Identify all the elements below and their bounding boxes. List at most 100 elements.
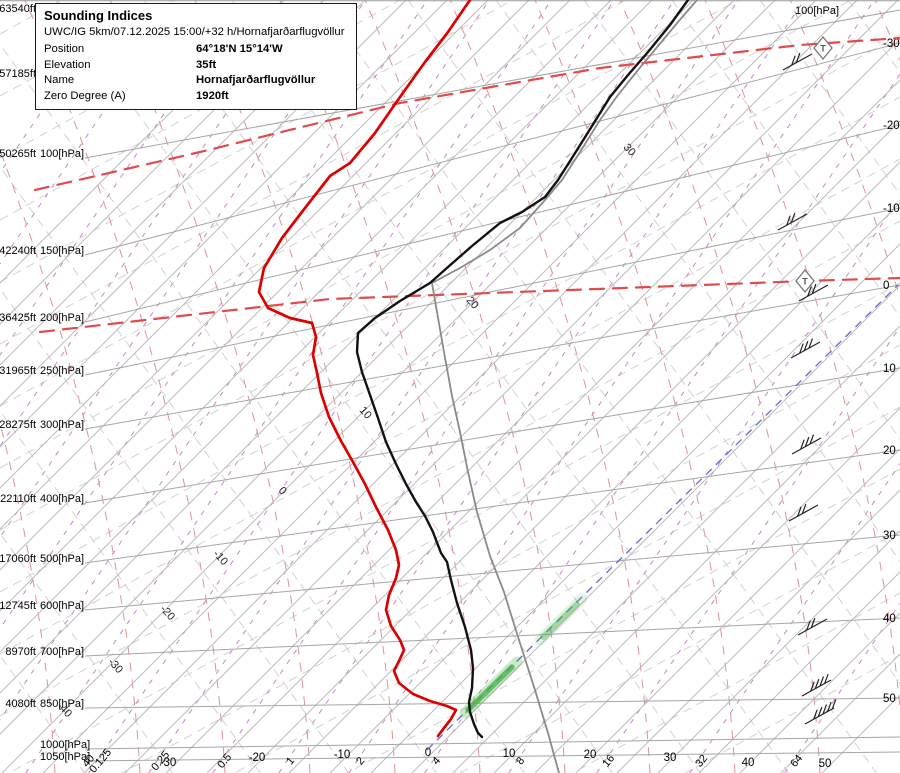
secondary-adiabat-line (0, 96, 900, 593)
moist-adiabat-line (789, 0, 900, 300)
isotherm-line (165, 38, 900, 773)
secondary-adiabat-line (0, 0, 740, 407)
moist-adiabat-line (194, 0, 396, 773)
mixing-ratio-label: 32 (693, 753, 710, 770)
isotherm-line (288, 161, 900, 773)
altitude-label: 17060ft (0, 553, 36, 565)
temperature-label-right: 0 (883, 280, 889, 292)
secondary-adiabat-line (233, 406, 900, 773)
wind-barb (790, 338, 821, 359)
wind-barb-feather (827, 701, 832, 712)
isobar-line (84, 617, 900, 657)
isotherm-line (493, 366, 900, 773)
wind-barb-feather (790, 212, 796, 223)
mixing-ratio-line (689, 462, 900, 773)
temperature-label-bottom: -20 (249, 752, 266, 764)
wind-barb (788, 503, 819, 522)
mixing-ratio-line (424, 73, 900, 773)
dry-adiabat-line (319, 0, 877, 773)
pressure-label: 400[hPa] (40, 493, 84, 505)
secondary-adiabat-line (0, 0, 627, 345)
temperature-label-bottom: 40 (742, 757, 755, 769)
temperature-label-bottom: 30 (664, 752, 677, 764)
isotherm-line (698, 571, 900, 773)
isobar-line (84, 449, 900, 564)
wind-barb-feather (810, 617, 816, 628)
secondary-adiabat-line (684, 654, 900, 773)
wind-barb-feather (806, 620, 811, 631)
wind-barb-feather (809, 434, 815, 445)
isotherm-line (780, 653, 900, 773)
icing-layer-highlight-glow (534, 593, 588, 646)
dry-adiabat-line (407, 0, 900, 685)
isotherm-line (452, 325, 900, 773)
wind-barb-feather (813, 709, 818, 720)
secondary-adiabat-line (346, 468, 900, 773)
isobar-line (84, 284, 900, 430)
wind-barb-staff (801, 679, 832, 697)
mixing-ratio-label: 0.5 (215, 751, 234, 770)
isobar-line (84, 9, 900, 159)
isotherm-line (247, 120, 900, 773)
pressure-label: 1000[hPa] (40, 739, 90, 751)
temperature-label-right: 40 (883, 613, 896, 625)
wind-barb-feather (804, 436, 810, 447)
parcel-curve (431, 0, 698, 773)
wind-barb (777, 212, 808, 231)
isotherm-line (616, 489, 900, 773)
secondary-adiabat-line (0, 34, 900, 531)
moist-adiabat-line (279, 0, 481, 773)
moist-adiabat-line (0, 148, 141, 773)
info-value: 64°18'N 15°14'W (196, 43, 283, 55)
wind-barb-feather (801, 503, 807, 514)
isobar-line (84, 736, 900, 750)
info-row-zero-degree: Zero Degree (A) 1920ft (44, 89, 348, 105)
isotherm-line (657, 530, 900, 773)
dry-adiabat-line (55, 0, 613, 773)
pressure-label: 500[hPa] (40, 553, 84, 565)
altitude-label: 4080ft (5, 698, 36, 710)
wind-barb-feather (786, 215, 791, 226)
temperature-label-bottom: 10 (503, 748, 516, 760)
wind-barb-staff (797, 618, 828, 636)
dry-adiabat-line (671, 0, 900, 318)
tropopause-marker (813, 35, 833, 61)
adiabat-label: -10 (210, 548, 230, 568)
wind-barb (797, 617, 828, 636)
isobar-line (84, 697, 900, 709)
info-label: Zero Degree (A) (44, 89, 126, 102)
isobar-line (84, 124, 900, 323)
pressure-label: 700[hPa] (40, 646, 84, 658)
wind-barb (782, 52, 813, 71)
mixing-ratio-line (348, 0, 875, 773)
special-lines (33, 36, 900, 751)
moist-adiabat-line (109, 0, 311, 773)
wind-barb-feather (803, 340, 809, 351)
pressure-label-top-right: 100[hPa] (795, 5, 839, 17)
wind-barb-feather (810, 681, 815, 692)
mixing-ratio-label: 1 (284, 755, 297, 767)
wind-barb-staff (798, 284, 829, 302)
secondary-adiabat-line (120, 344, 900, 773)
pressure-label: 250[hPa] (40, 365, 84, 377)
adiabat-label: 30 (621, 141, 638, 158)
axis-labels: -30 -20 -10 0 10 20 30 40 50-30-20-1001020304050… (54, 5, 899, 773)
secondary-adiabat-line (571, 592, 900, 773)
mixing-ratio-label: 64 (788, 753, 805, 770)
temperature-label-bottom: -10 (334, 749, 351, 761)
wind-barb (791, 434, 822, 455)
isobar-grid: 100[hPa] 50265ft 150[hPa] 42240ft 200[hPa] 36… (0, 3, 900, 763)
info-box-title: Sounding Indices (44, 8, 153, 23)
pressure-label: 850[hPa] (40, 698, 84, 710)
pressure-label: 200[hPa] (40, 312, 84, 324)
info-row-position: Position 64°18'N 15°14'W (44, 42, 348, 58)
temperature-label-right: 30 (883, 530, 896, 542)
moist-adiabat-line (704, 0, 900, 714)
